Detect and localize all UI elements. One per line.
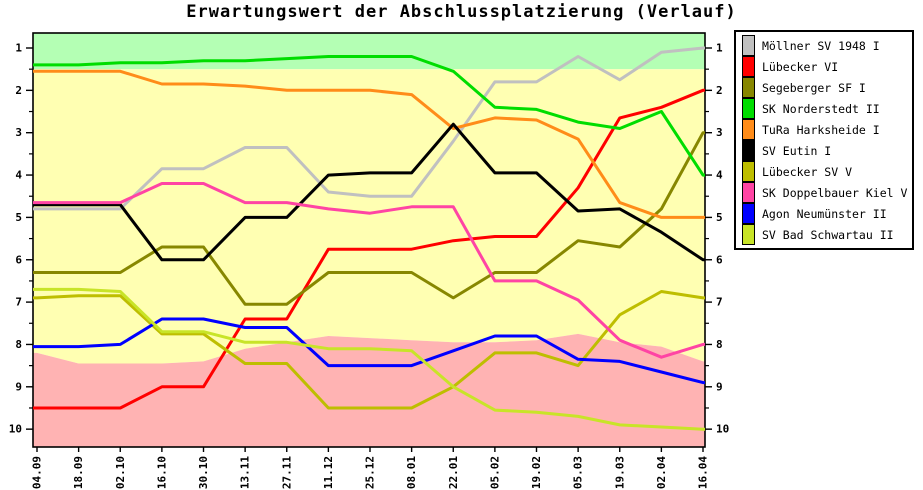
- legend-swatch: [742, 224, 755, 245]
- y-axis-label-right: 8: [716, 338, 723, 351]
- y-axis-label-left: 5: [15, 211, 22, 224]
- series-line-1: [33, 88, 705, 410]
- x-axis-label: 19.03: [613, 456, 626, 489]
- x-axis-label: 19.02: [530, 456, 543, 489]
- zone-bottom-red: [33, 333, 705, 447]
- legend-item-0: Möllner SV 1948 I: [738, 35, 910, 56]
- legend-label: TuRa Harksheide I: [762, 122, 880, 137]
- legend-label: SK Norderstedt II: [762, 101, 880, 116]
- x-axis-label: 04.09: [31, 456, 44, 489]
- y-axis-label-right: 6: [716, 253, 723, 266]
- legend-item-4: TuRa Harksheide I: [738, 119, 910, 140]
- legend: Möllner SV 1948 I Lübecker VI Segeberger S…: [734, 30, 914, 250]
- legend-label: Segeberger SF I: [762, 80, 866, 95]
- series-line-5: [33, 122, 705, 262]
- x-axis-label: 02.10: [114, 456, 127, 489]
- y-axis-label-left: 1: [15, 42, 22, 55]
- legend-item-9: SV Bad Schwartau II: [738, 224, 910, 245]
- legend-swatch: [742, 98, 755, 119]
- x-axis-label: 11.12: [322, 456, 335, 489]
- x-axis-label: 08.01: [405, 456, 418, 489]
- legend-swatch: [742, 182, 755, 203]
- y-axis-label-right: 4: [716, 169, 723, 182]
- y-axis-label-left: 2: [15, 84, 22, 97]
- plot-border: [32, 32, 706, 448]
- y-axis-label-left: 4: [15, 169, 22, 182]
- x-axis-label: 13.11: [239, 456, 252, 489]
- legend-swatch: [742, 140, 755, 161]
- x-axis-label: 16.10: [155, 456, 168, 489]
- y-axis-label-left: 3: [15, 126, 22, 139]
- y-axis-label-right: 7: [716, 296, 723, 309]
- legend-swatch: [742, 161, 755, 182]
- y-axis-label-right: 1: [716, 42, 723, 55]
- y-axis-label-right: 3: [716, 126, 723, 139]
- x-axis-label: 02.04: [655, 456, 668, 489]
- series-line-0: [33, 46, 705, 211]
- x-axis-label: 16.04: [697, 456, 710, 489]
- x-axis-label: 30.10: [197, 456, 210, 489]
- series-line-2: [33, 131, 705, 306]
- legend-label: SK Doppelbauer Kiel V: [762, 185, 908, 200]
- x-axis-label: 27.11: [280, 456, 293, 489]
- legend-swatch: [742, 119, 755, 140]
- series-line-7: [33, 182, 705, 359]
- y-axis-label-left: 8: [15, 338, 22, 351]
- legend-label: Lübecker VI: [762, 59, 839, 74]
- series-line-6: [33, 290, 705, 410]
- legend-item-3: SK Norderstedt II: [738, 98, 910, 119]
- legend-label: Agon Neumünster II: [762, 206, 887, 221]
- y-axis-label-right: 2: [716, 84, 723, 97]
- legend-item-7: SK Doppelbauer Kiel V: [738, 182, 910, 203]
- y-axis-label-left: 6: [15, 253, 22, 266]
- x-axis-label: 05.02: [488, 456, 501, 489]
- legend-item-2: Segeberger SF I: [738, 77, 910, 98]
- legend-label: Lübecker SV V: [762, 164, 853, 179]
- y-axis-label-right: 9: [716, 380, 723, 393]
- y-axis-label-right: 10: [716, 423, 729, 436]
- legend-swatch: [742, 56, 755, 77]
- y-axis-label-left: 7: [15, 296, 22, 309]
- y-axis-label-right: 5: [716, 211, 723, 224]
- legend-label: SV Bad Schwartau II: [762, 227, 894, 242]
- legend-item-6: Lübecker SV V: [738, 161, 910, 182]
- y-axis-label-left: 10: [9, 423, 22, 436]
- series-group: [33, 46, 705, 431]
- legend-swatch: [742, 77, 755, 98]
- series-line-9: [33, 287, 705, 431]
- legend-swatch: [742, 203, 755, 224]
- x-axis-label: 05.03: [572, 456, 585, 489]
- series-line-3: [33, 55, 705, 177]
- x-axis-label: 25.12: [364, 456, 377, 489]
- y-axis-label-left: 9: [15, 380, 22, 393]
- x-axis-label: 22.01: [447, 456, 460, 489]
- series-line-8: [33, 317, 705, 385]
- x-axis-label: 18.09: [72, 456, 85, 489]
- legend-label: SV Eutin I: [762, 143, 832, 158]
- series-line-4: [33, 69, 705, 219]
- legend-label: Möllner SV 1948 I: [762, 38, 880, 53]
- legend-swatch: [742, 35, 755, 56]
- legend-item-5: SV Eutin I: [738, 140, 910, 161]
- legend-item-1: Lübecker VI: [738, 56, 910, 77]
- zone-middle-yellow: [33, 69, 705, 364]
- chart-title: Erwartungswert der Abschlussplatzierung …: [186, 2, 737, 22]
- legend-item-8: Agon Neumünster II: [738, 203, 910, 224]
